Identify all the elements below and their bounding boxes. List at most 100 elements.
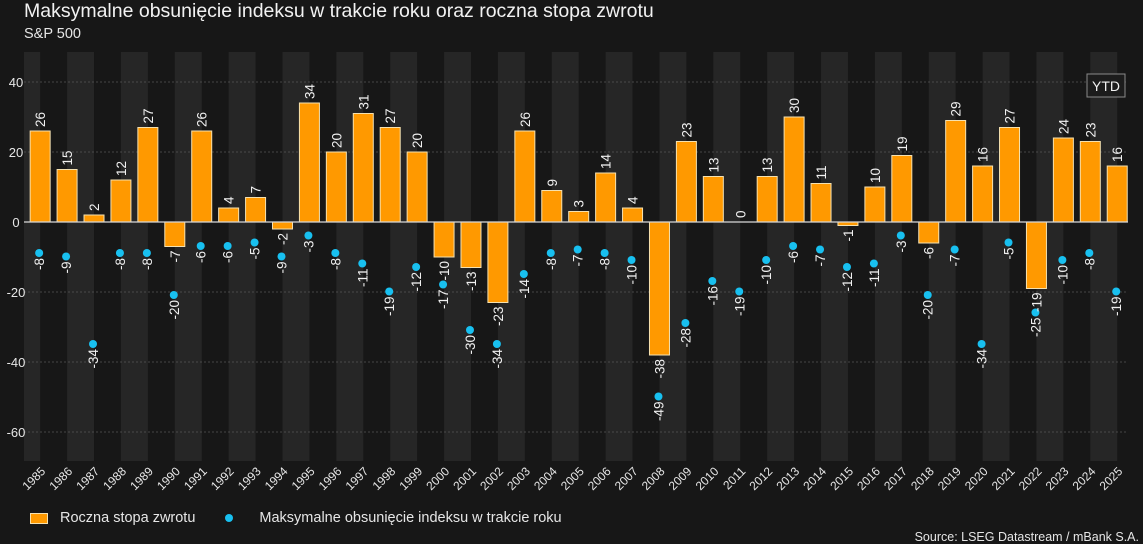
dot-label-1990: -20 (167, 300, 182, 320)
dot-label-2010: -16 (705, 286, 720, 306)
bar-label-1991: 26 (195, 112, 210, 127)
dot-label-1999: -12 (409, 272, 424, 292)
bar-2012 (756, 176, 778, 223)
bar-label-2001: -13 (464, 272, 479, 292)
ytd-label: YTD (1092, 78, 1120, 94)
dot-label-1997: -11 (355, 269, 370, 288)
dot-2013 (789, 242, 798, 250)
x-tick-label: 1986 (46, 464, 75, 493)
bar-1986 (56, 169, 78, 223)
x-tick-label: 2024 (1070, 464, 1099, 493)
dot-2023 (1058, 256, 1067, 264)
x-tick-label: 1995 (289, 464, 318, 493)
bar-label-2014: 11 (814, 165, 829, 179)
dot-2001 (465, 326, 474, 334)
x-tick-label: 2004 (531, 464, 560, 493)
dot-2017 (896, 231, 905, 240)
bar-label-2005: 3 (572, 200, 587, 208)
bar-2019 (945, 120, 967, 223)
x-tick-label: 1985 (19, 464, 48, 493)
dot-2022 (1031, 308, 1040, 317)
bar-label-2013: 30 (787, 98, 802, 113)
bar-2024 (1079, 141, 1101, 223)
background-band (1090, 52, 1118, 461)
dot-1999 (412, 263, 421, 271)
bar-label-1990: -7 (168, 251, 183, 263)
bar-2009 (675, 141, 697, 223)
legend: Roczna stopa zwrotu Maksymalne obsunięci… (30, 510, 562, 526)
background-band (67, 52, 95, 461)
x-tick-label: 1993 (235, 464, 264, 493)
ytd-box (1086, 73, 1126, 98)
bar-1989 (137, 127, 159, 223)
x-tick-label: 2009 (666, 464, 695, 493)
bar-label-1994: -2 (275, 233, 290, 245)
dot-1997 (358, 259, 367, 268)
bar-series (29, 102, 1128, 356)
bar-label-1997: 31 (356, 94, 371, 109)
dot-2007 (627, 256, 636, 264)
dot-2012 (762, 256, 771, 264)
dot-2019 (950, 245, 959, 254)
bar-2013 (783, 116, 805, 223)
dot-label-1994: -9 (274, 262, 289, 274)
background-band (228, 52, 256, 461)
dot-label-2019: -7 (948, 255, 963, 267)
background-band (821, 52, 848, 461)
dot-1990 (169, 291, 178, 299)
dot-label-2002: -34 (490, 349, 505, 369)
x-tick-label: 2010 (693, 464, 722, 493)
bar-label-2003: 26 (518, 112, 533, 127)
background-band (551, 52, 579, 461)
bar-label-1992: 4 (222, 196, 237, 204)
dot-2010 (708, 277, 717, 285)
x-tick-label: 1991 (181, 464, 210, 493)
bar-2008 (648, 221, 670, 356)
x-tick-label: 2002 (477, 464, 506, 493)
x-tick-label: 1999 (396, 464, 425, 493)
bar-2003 (514, 130, 536, 223)
bar-1994 (271, 221, 293, 230)
dot-2009 (681, 319, 690, 327)
bar-2023 (1052, 137, 1074, 223)
dot-2014 (816, 245, 825, 254)
bar-label-2011: 0 (733, 210, 748, 218)
x-tick-label: 2012 (747, 464, 776, 493)
dot-label-2015: -12 (840, 272, 855, 292)
dot-2020 (977, 340, 986, 348)
dot-2025 (1112, 287, 1121, 296)
dot-2004 (546, 249, 555, 257)
bar-label-2025: 16 (1110, 147, 1125, 162)
x-axis-ticks: 1985198619871988198919901991199219931994… (19, 464, 1125, 493)
bar-2004 (541, 190, 563, 223)
bar-2014 (810, 183, 832, 223)
bar-2006 (595, 172, 617, 223)
bar-label-2019: 29 (949, 101, 964, 116)
dot-2016 (869, 259, 878, 268)
legend-dot-swatch (225, 514, 234, 522)
bar-2016 (864, 186, 886, 223)
y-tick-label: -60 (7, 425, 26, 440)
dot-2000 (439, 280, 448, 289)
legend-dot-label: Maksymalne obsunięcie indeksu w trakcie … (259, 510, 562, 526)
x-tick-label: 2018 (908, 464, 937, 493)
dot-1993 (250, 238, 259, 247)
x-tick-label: 2020 (962, 464, 991, 493)
x-tick-label: 2008 (639, 464, 668, 493)
dot-2011 (735, 287, 744, 296)
dot-2015 (842, 263, 851, 271)
dot-label-2022: -25 (1028, 318, 1043, 338)
dot-label-2014: -7 (813, 255, 828, 267)
x-tick-label: 2007 (612, 464, 641, 493)
dot-label-2018: -20 (921, 300, 936, 320)
chart-title: Maksymalne obsunięcie indeksu w trakcie … (24, 0, 654, 22)
bar-1990 (164, 221, 186, 247)
bar-label-2004: 9 (545, 179, 560, 187)
bar-2017 (891, 155, 913, 223)
dot-label-2012: -10 (759, 265, 774, 285)
dot-1985 (35, 249, 44, 257)
bar-2022 (1025, 221, 1047, 289)
bar-1987 (83, 214, 105, 223)
x-tick-label: 2013 (773, 464, 802, 493)
x-tick-label: 2000 (423, 464, 452, 493)
